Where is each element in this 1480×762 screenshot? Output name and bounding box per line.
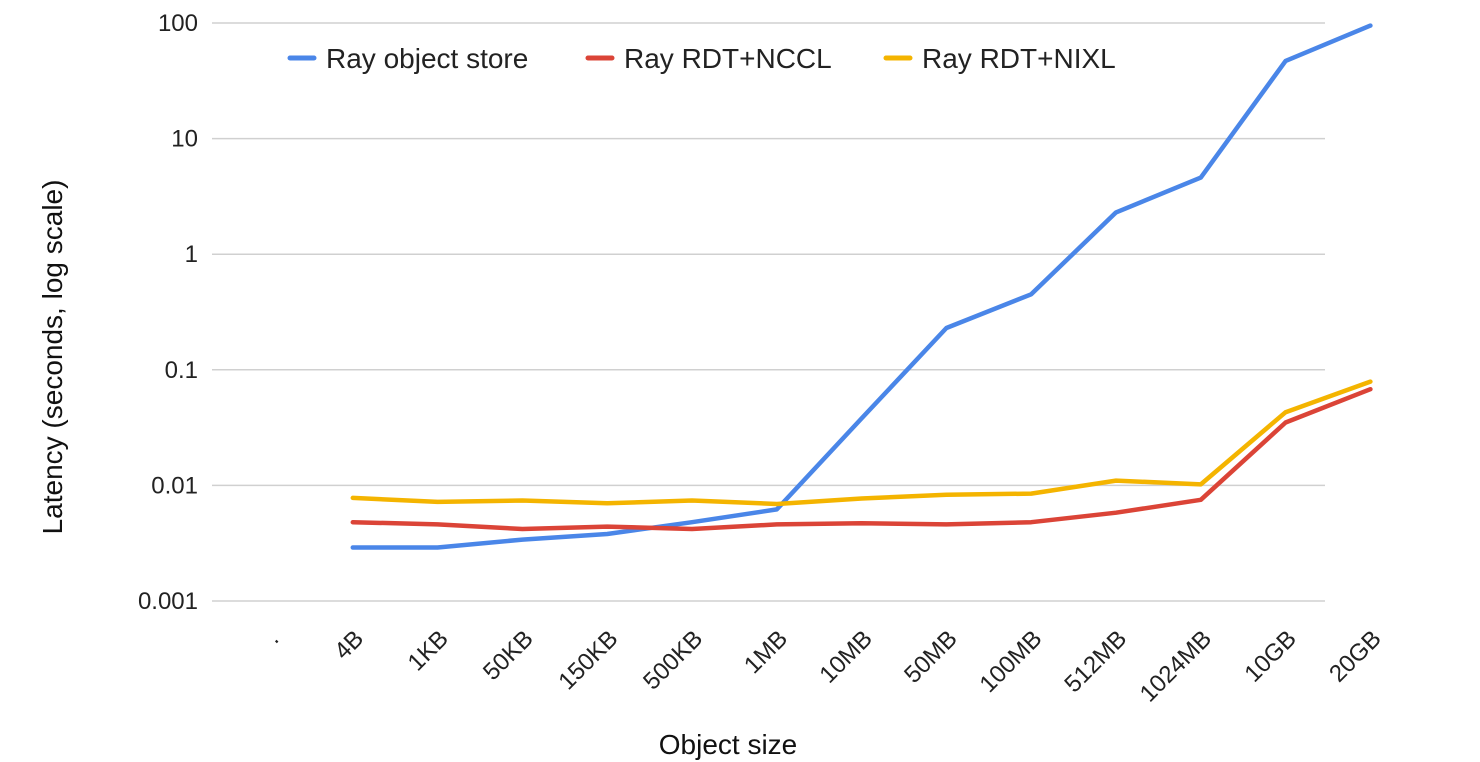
y-tick-label: 100	[158, 10, 198, 37]
y-tick-label: 0.01	[151, 472, 198, 499]
x-tick-label: 20GB	[1324, 625, 1386, 687]
x-tick-label: 10GB	[1239, 625, 1301, 687]
series-line-1	[350, 23, 1373, 550]
x-tick-label: 50KB	[478, 625, 539, 686]
y-tick-label: 1	[185, 241, 198, 268]
x-tick-label: .	[260, 625, 284, 649]
x-tick-label: 10MB	[814, 625, 877, 688]
x-tick-label: 500KB	[638, 625, 708, 695]
x-tick-label: 1MB	[739, 625, 793, 679]
y-tick-label: 0.1	[165, 357, 198, 384]
x-tick-label: 1024MB	[1135, 625, 1217, 707]
x-tick-label: 512MB	[1059, 625, 1132, 698]
x-tick-label: 50MB	[899, 625, 962, 688]
y-axis-title: Latency (seconds, log scale)	[37, 180, 68, 535]
legend-label-3: Ray RDT+NIXL	[922, 43, 1116, 74]
series-line-3	[350, 379, 1373, 507]
y-axis-ticks: 100 10 1 0.1 0.01 0.001	[138, 10, 198, 615]
legend: Ray object store Ray RDT+NCCL Ray RDT+NIXL	[287, 43, 1116, 74]
x-tick-label: 1KB	[403, 625, 454, 676]
y-tick-label: 0.001	[138, 588, 198, 615]
legend-label-1: Ray object store	[326, 43, 528, 74]
x-axis-ticks: . 4B 1KB 50KB 150KB 500KB 1MB 10MB 50MB 100MB 512M…	[260, 625, 1386, 707]
series-line-2	[350, 386, 1373, 532]
x-tick-label: 4B	[329, 625, 369, 665]
x-axis-title: Object size	[659, 729, 798, 760]
x-tick-label: 100MB	[975, 625, 1048, 698]
y-tick-label: 10	[171, 126, 198, 153]
legend-label-2: Ray RDT+NCCL	[624, 43, 832, 74]
gridlines	[212, 22, 1325, 602]
series-lines	[350, 23, 1373, 550]
x-tick-label: 150KB	[553, 625, 623, 695]
